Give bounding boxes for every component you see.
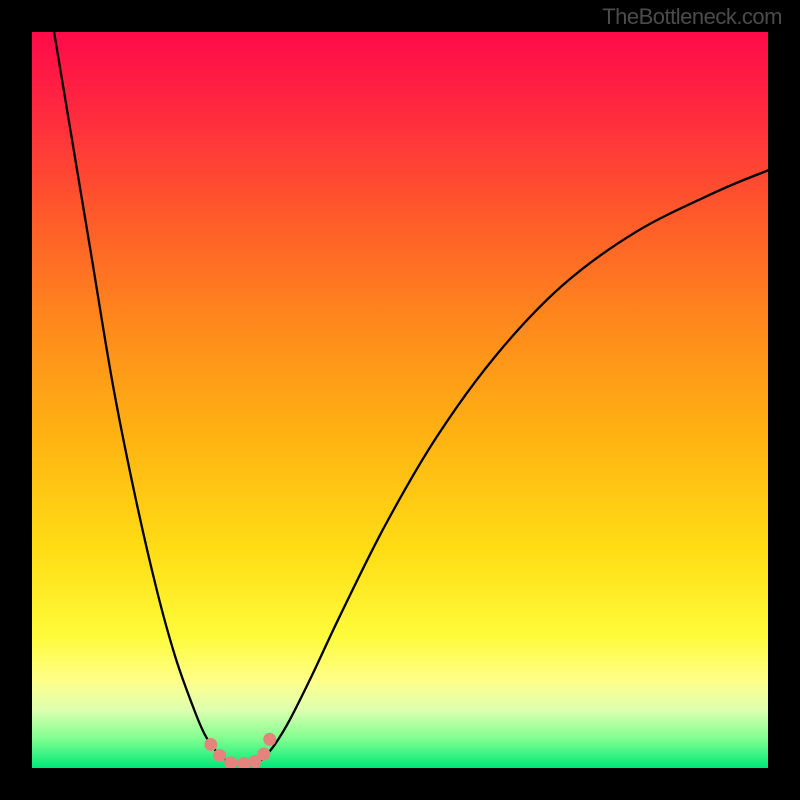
data-marker <box>237 757 250 768</box>
data-marker <box>204 738 217 751</box>
curve-right-branch <box>256 170 768 763</box>
data-marker <box>257 748 270 761</box>
data-marker <box>263 733 276 746</box>
data-marker <box>213 749 226 762</box>
chart-canvas <box>32 32 768 768</box>
watermark-text: TheBottleneck.com <box>602 4 782 30</box>
plot-area <box>32 32 768 768</box>
data-marker <box>224 756 237 768</box>
curve-left-branch <box>54 32 231 764</box>
